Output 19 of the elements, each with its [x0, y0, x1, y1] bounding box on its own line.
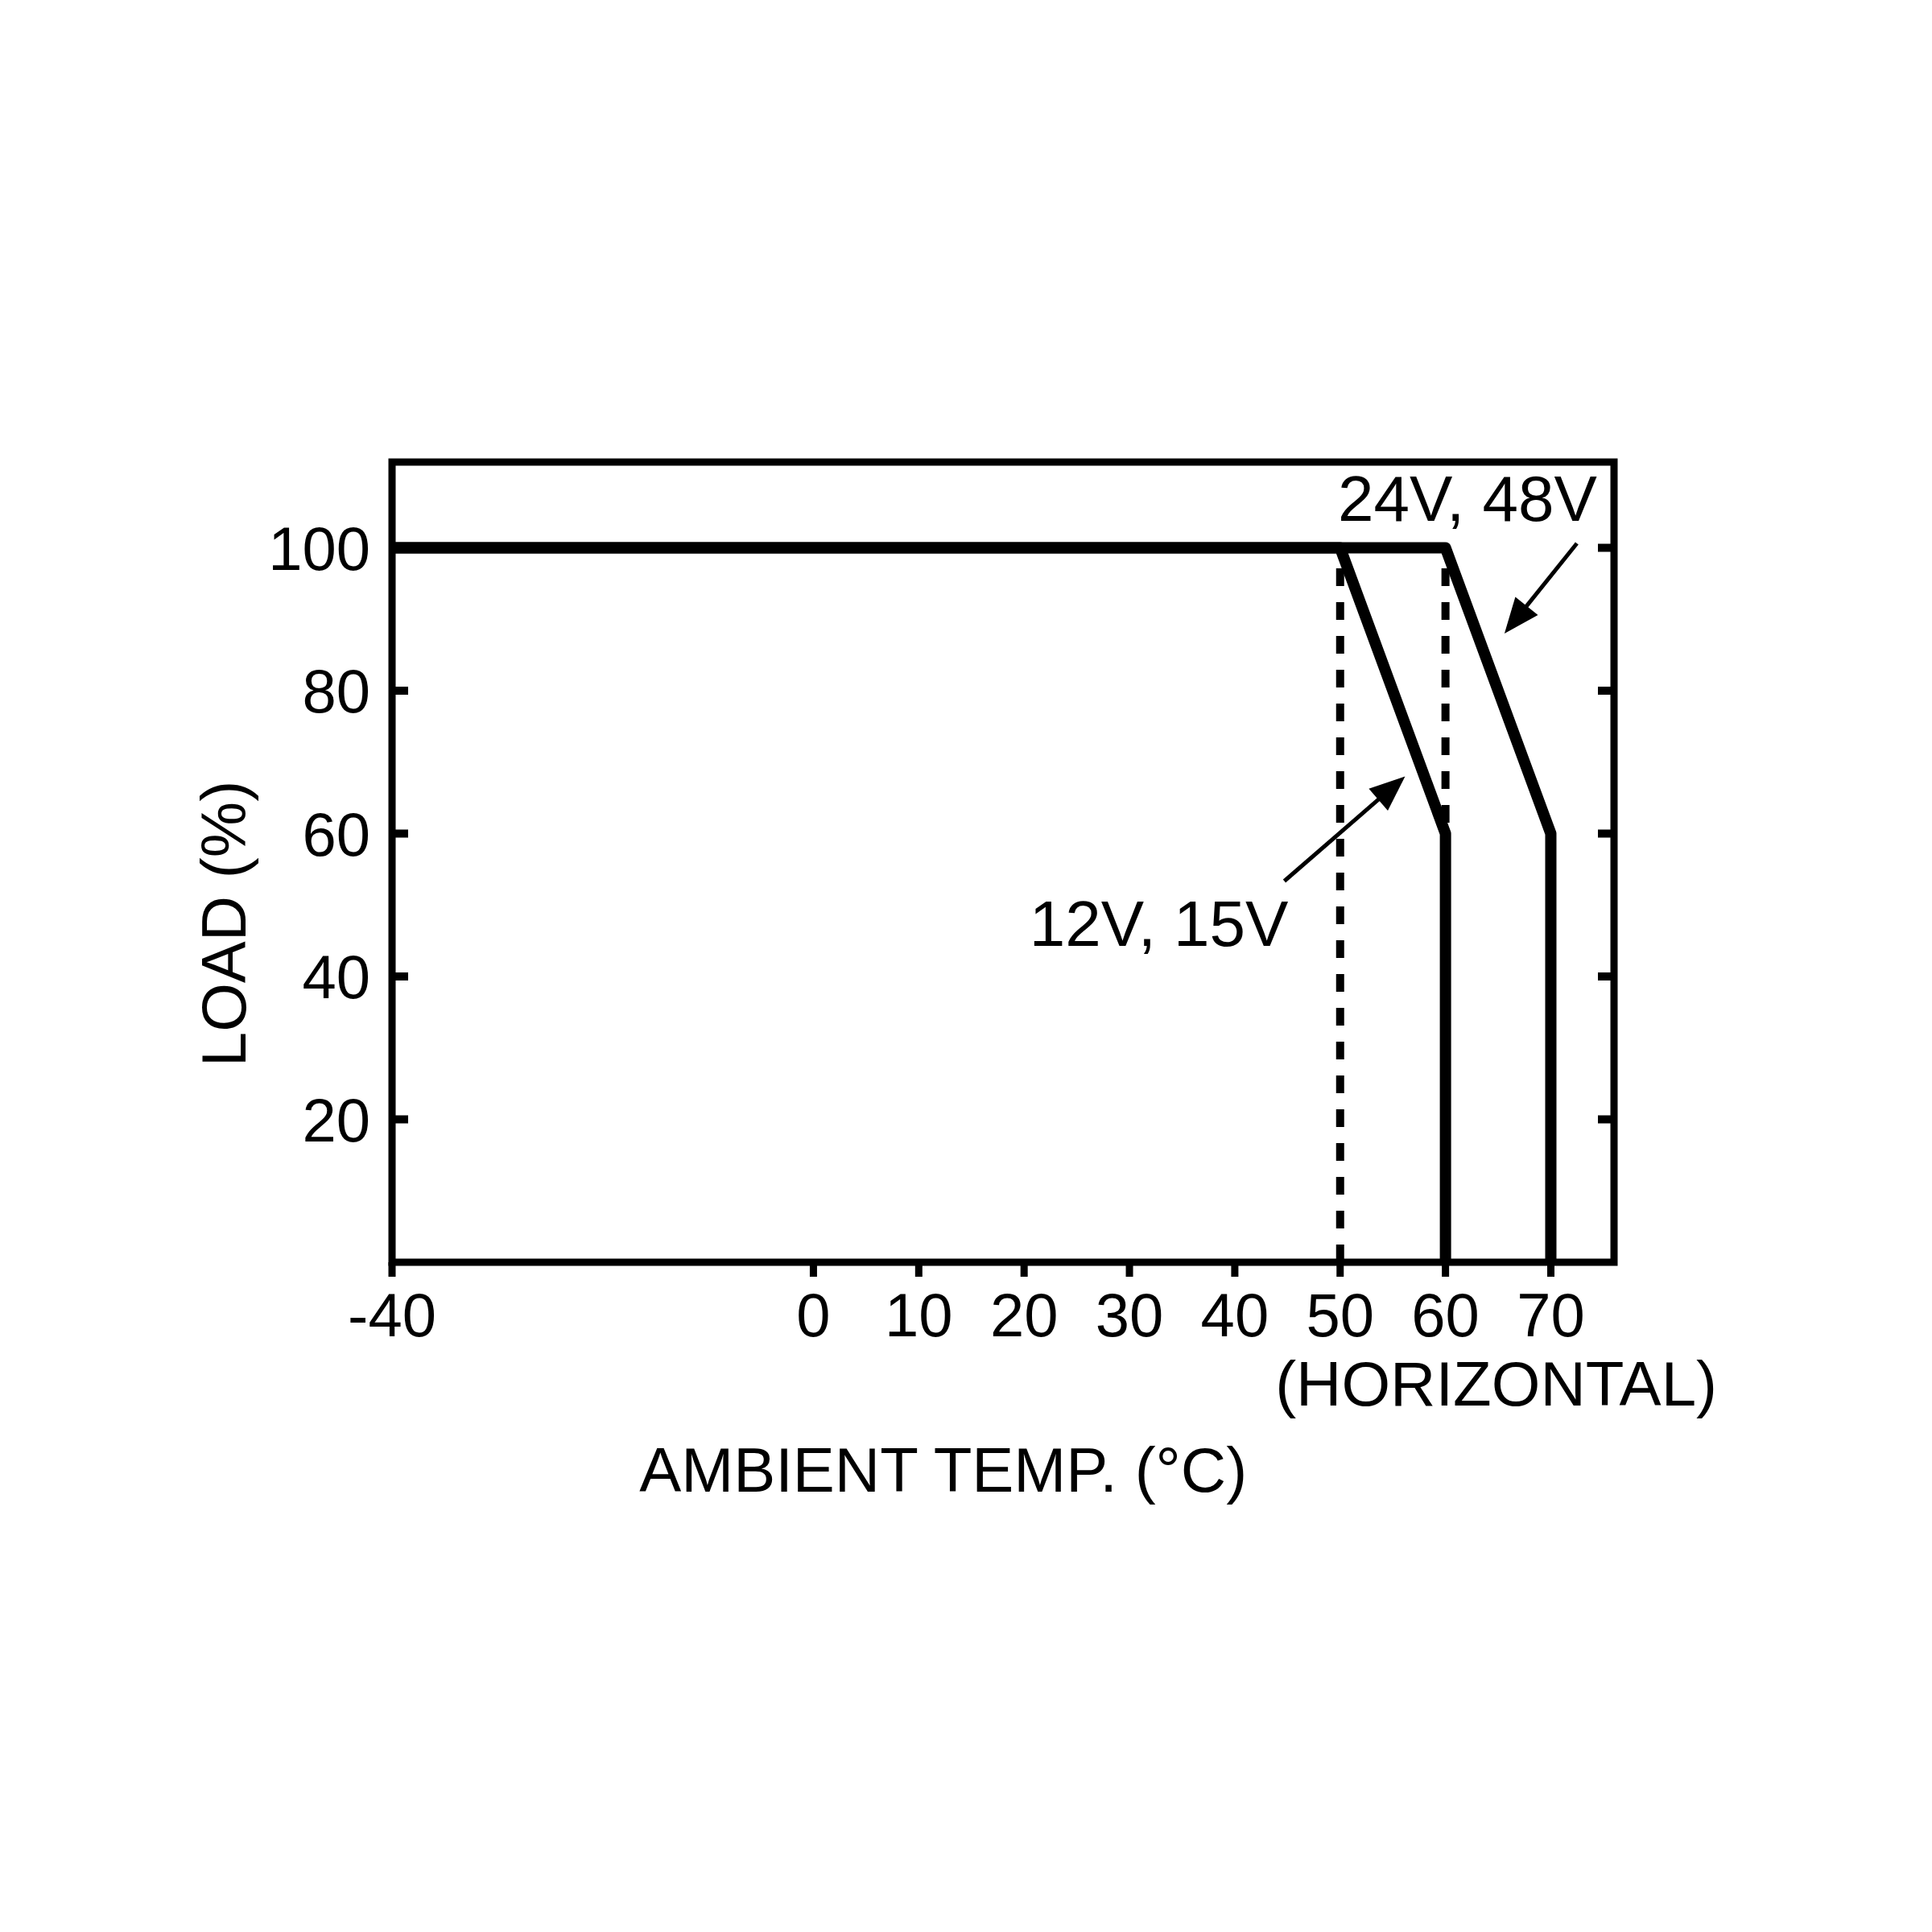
x-tick-label: 10	[885, 1281, 953, 1349]
y-tick-label: 40	[302, 943, 370, 1012]
x-tick-label: 50	[1306, 1281, 1375, 1349]
x-tick-label: 0	[796, 1281, 831, 1349]
x-axis-title: AMBIENT TEMP. (°C)	[639, 1435, 1248, 1505]
x-tick-label: 40	[1200, 1281, 1269, 1349]
text: (HORIZONTAL)	[1275, 1348, 1717, 1419]
x-tick-label: 70	[1517, 1281, 1585, 1349]
x-tick-label: 20	[989, 1281, 1059, 1349]
series-label: 24V, 48V	[1338, 463, 1598, 535]
x-tick-label: 60	[1411, 1281, 1480, 1349]
y-tick-label: 20	[302, 1085, 370, 1154]
legend-label: 12V, 15V	[1029, 887, 1290, 960]
y-axis-title: LOAD (%)	[188, 780, 259, 1067]
y-tick-label: 80	[302, 657, 370, 726]
x-tick-label: 30	[1095, 1281, 1164, 1349]
y-tick-label: 100	[268, 514, 370, 583]
x-tick-label: -40	[348, 1281, 436, 1349]
y-tick-label: 60	[302, 799, 370, 869]
